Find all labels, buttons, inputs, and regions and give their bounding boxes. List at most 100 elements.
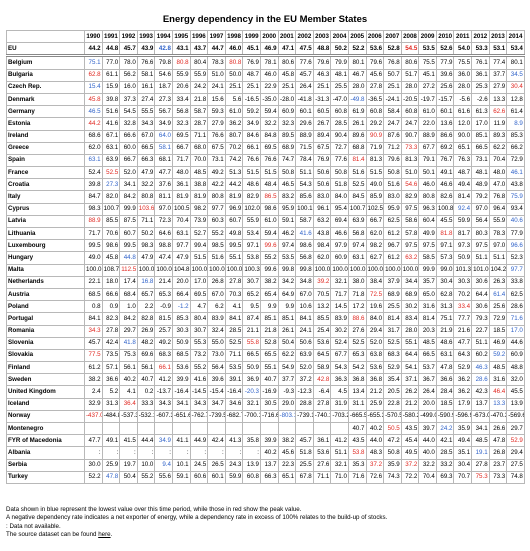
value-cell: 26.5 [207, 458, 226, 472]
value-cell: 67.1 [101, 129, 121, 143]
value-cell: 79.1 [418, 153, 437, 168]
value-cell: 20.0 [418, 397, 437, 411]
value-cell: 61.0 [224, 105, 244, 119]
value-cell: 29.4 [365, 324, 385, 338]
value-cell: 69.5 [259, 141, 279, 155]
value-cell: 24.1 [207, 80, 226, 94]
value-cell: 45.6 [277, 446, 297, 460]
value-cell: 32.3 [171, 117, 191, 131]
value-cell: 39.8 [84, 178, 103, 192]
value-cell: 59.4 [259, 226, 279, 241]
value-cell: 34.3 [136, 117, 156, 131]
value-cell: 98.6 [295, 239, 314, 253]
value-cell: 81.1 [154, 190, 173, 204]
value-cell: 53.4 [242, 226, 261, 241]
value-cell: -739.1 [295, 409, 314, 424]
value-cell: 51.3 [224, 166, 244, 180]
value-cell: 51.1 [295, 166, 314, 180]
value-cell: 65.0 [418, 287, 437, 302]
value-cell: 25.5 [295, 458, 314, 472]
value-cell: -596.9 [453, 409, 473, 424]
table-row: Sweden 38.2 36.6 40.2 40.7 41.2 39.9 41.6 39.6 39… [6, 373, 525, 387]
row-label: Italy [6, 190, 85, 204]
value-cell: -716.6 [259, 409, 279, 424]
value-cell: 66.3 [136, 153, 156, 168]
value-cell: 99.8 [277, 263, 297, 277]
value-cell: 66.7 [119, 153, 138, 168]
value-cell: 22.7 [471, 324, 490, 338]
value-cell: 13.3 [488, 92, 508, 107]
value-cell: 33.3 [136, 397, 156, 411]
value-cell: 27.9 [488, 80, 508, 94]
value-cell: 77.9 [435, 55, 455, 70]
value-cell: 96.4 [488, 202, 508, 216]
value-cell: 9.9 [259, 300, 279, 314]
column-header: 1999 [242, 29, 261, 44]
value-cell: 48.7 [453, 166, 473, 180]
value-cell: 50.9 [171, 336, 191, 350]
value-cell: 30.3 [453, 275, 473, 289]
value-cell: -12.3 [295, 385, 314, 399]
value-cell: 98.3 [84, 202, 103, 216]
value-cell: 9.9 [277, 300, 297, 314]
value-cell: 50.0 [224, 68, 244, 82]
value-cell: -16.5 [242, 92, 261, 107]
value-cell: 35.8 [242, 434, 261, 448]
value-cell: 47.9 [136, 166, 156, 180]
value-cell: 44.4 [136, 434, 156, 448]
value-cell: 80.7 [224, 129, 244, 143]
value-cell: 99.5 [224, 239, 244, 253]
value-cell: 42.2 [207, 178, 226, 192]
value-cell: 53.6 [171, 361, 191, 375]
row-label: Sweden [6, 373, 85, 387]
value-cell: 40.2 [259, 446, 279, 460]
value-cell: 60.9 [506, 348, 525, 363]
value-cell: 80.4 [189, 55, 209, 70]
source-link[interactable]: here [98, 531, 111, 539]
value-cell: 52.4 [330, 336, 349, 350]
value-cell: 12.8 [506, 92, 525, 107]
value-cell: 59.3 [207, 105, 226, 119]
value-cell: 53.6 [365, 42, 385, 58]
value-cell: 49.2 [207, 166, 226, 180]
value-cell: 57.1 [101, 361, 121, 375]
value-cell: 69.2 [435, 141, 455, 155]
value-cell: 77.7 [453, 312, 473, 326]
value-cell: 83.0 [383, 190, 402, 204]
value-cell: 10.1 [171, 458, 191, 472]
row-label: Turkey [6, 470, 85, 484]
table-row: Spain 63.1 63.9 66.7 66.3 68.1 71.7 70.0 73.1 74.… [6, 153, 525, 168]
value-cell: 34.4 [400, 275, 420, 289]
value-cell: 38.2 [277, 434, 297, 448]
value-cell [207, 421, 226, 436]
value-cell: 77.9 [506, 226, 525, 241]
table-row: Latvia 88.9 85.5 87.5 71.1 72.3 70.4 73.9 60.3 60… [6, 214, 525, 229]
value-cell: 100.0 [136, 263, 156, 277]
value-cell: 40.2 [365, 421, 385, 436]
value-cell [101, 421, 121, 436]
value-cell: 65.2 [242, 287, 261, 302]
value-cell: 60.5 [312, 105, 332, 119]
value-cell: 93.4 [506, 202, 525, 216]
value-cell: 63.1 [347, 251, 367, 265]
value-cell: 100.5 [171, 202, 191, 216]
value-cell: 50.4 [119, 470, 138, 484]
value-cell: 35.7 [418, 275, 437, 289]
value-cell: -570.5 [383, 409, 402, 424]
value-cell: 88.6 [347, 312, 367, 326]
value-cell: 50.2 [136, 226, 156, 241]
value-cell: 97.4 [347, 239, 367, 253]
title: Energy dependency in the EU Member State… [162, 14, 368, 25]
value-cell: 55.2 [207, 226, 226, 241]
value-cell: 48.5 [189, 166, 209, 180]
value-cell: 48.8 [506, 361, 525, 375]
value-cell: 60.2 [471, 348, 490, 363]
value-cell: 80.8 [224, 55, 244, 70]
value-cell: 73.2 [189, 348, 209, 363]
value-cell: 51.5 [365, 166, 385, 180]
table-row: FYR of Macedonia 47.7 49.1 41.5 44.4 34.9 41.1… [6, 434, 525, 448]
value-cell: 32.1 [242, 397, 261, 411]
column-header: 2008 [400, 29, 420, 44]
table-row: Albania::::::::::40.2 45.6 51.8 53.6 51.1 53.… [6, 446, 525, 460]
value-cell: 29.2 [365, 117, 385, 131]
